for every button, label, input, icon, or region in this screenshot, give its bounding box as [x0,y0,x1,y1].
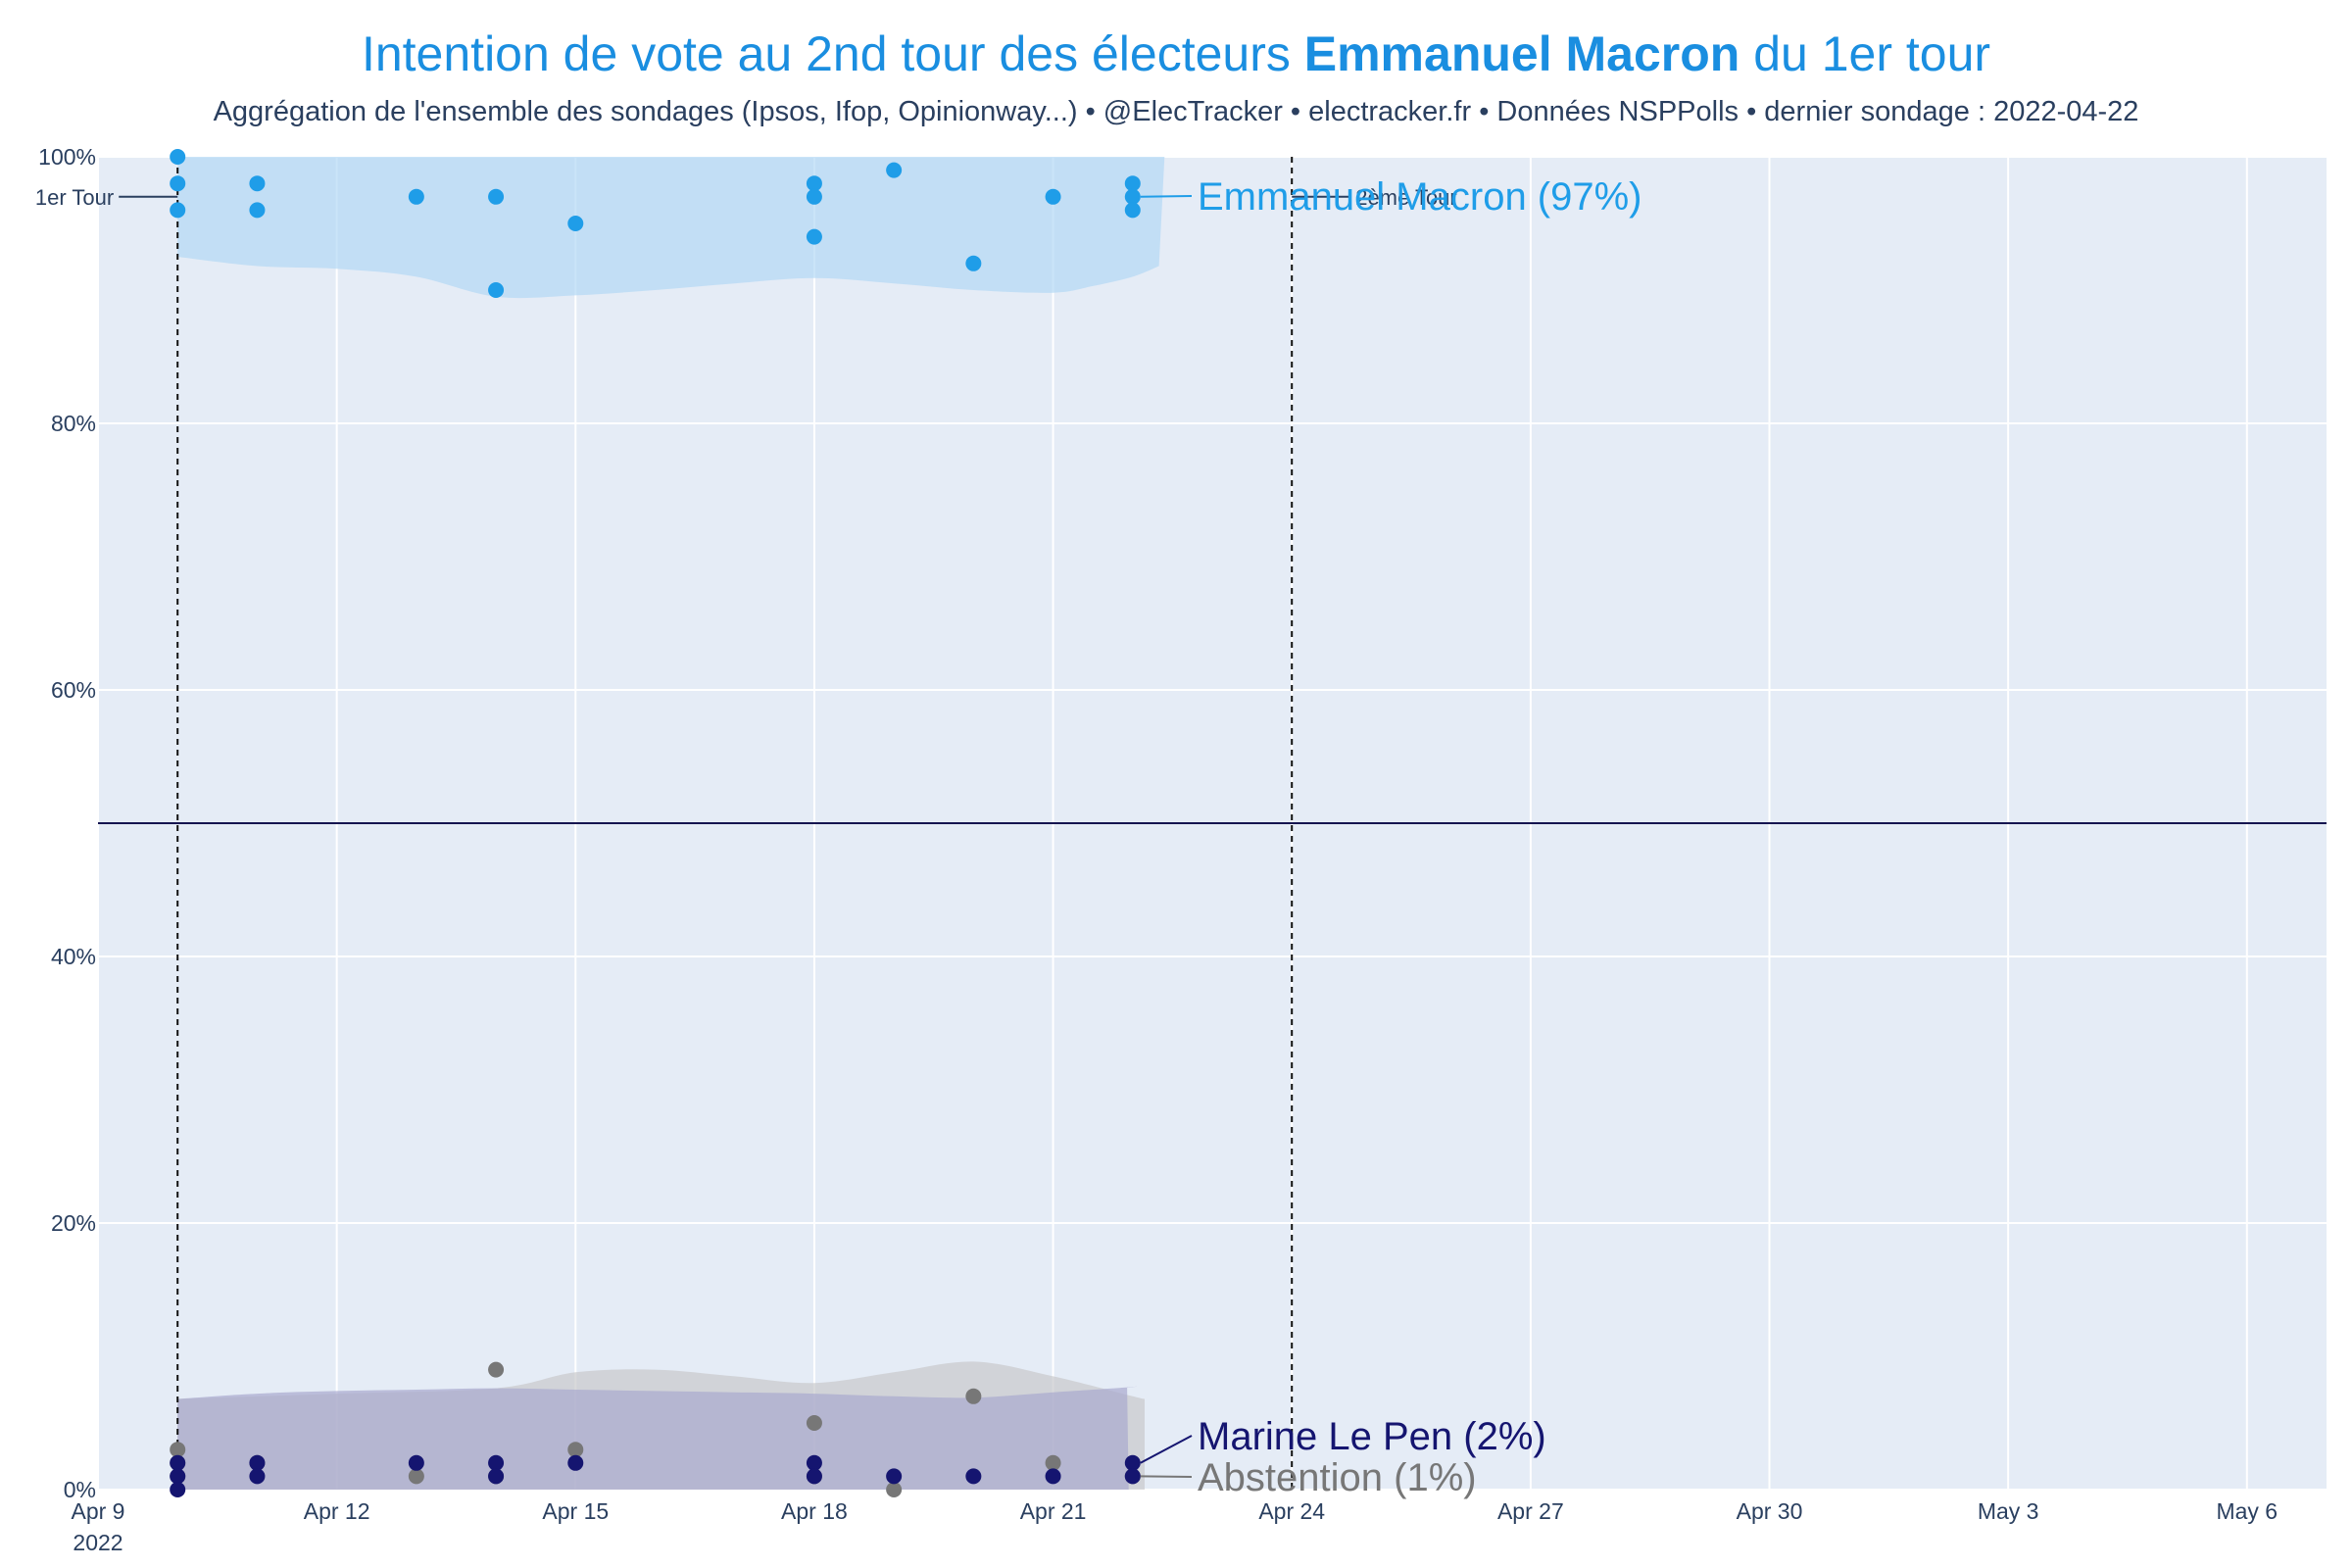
data-point [488,188,505,205]
data-point [1124,188,1141,205]
data-point [806,1415,822,1431]
data-point [488,1454,505,1471]
series-end-label: Abstention (1%) [1198,1456,1477,1499]
y-tick-label: 40% [51,944,96,969]
x-tick-label: Apr 18 [781,1498,848,1524]
x-tick-label: Apr 30 [1737,1498,1803,1524]
x-tick-label: May 6 [2216,1498,2278,1524]
x-tick-year-label: 2022 [73,1530,122,1555]
data-point [567,1442,584,1458]
data-point [1124,1468,1141,1485]
data-point [806,228,822,245]
data-point [886,1468,903,1485]
title-prefix: Intention de vote au 2nd tour des électe… [362,26,1304,81]
axes: 0% 20% 40% 60% 80% 100% Apr 9 2022 Apr 12 Apr 15 A… [38,144,2278,1555]
data-point [170,1442,186,1458]
data-point [1124,1454,1141,1471]
data-point [408,1454,424,1471]
data-point [1124,202,1141,219]
chart-subtitle: Aggrégation de l'ensemble des sondages (… [214,96,2139,127]
series-label-leader [1140,1435,1193,1464]
title-candidate-name: Emmanuel Macron [1304,26,1740,81]
data-point [806,1468,822,1485]
confidence-band-marine-le-pen [177,1386,1138,1490]
x-tick-label: Apr 21 [1020,1498,1087,1524]
series-label-leader [1140,195,1193,198]
data-point [965,255,982,271]
y-tick-label: 20% [51,1210,96,1236]
data-point [170,1482,186,1497]
chart-title: Intention de vote au 2nd tour des électe… [362,26,1990,81]
data-point [170,175,186,192]
confidence-band-emmanuel-macron [177,157,1165,299]
series-label-leader [1140,1475,1193,1478]
data-point [965,1388,982,1404]
round-marker-label: 2ème Tour [1355,185,1457,210]
data-point [1045,188,1061,205]
data-point [1045,1454,1061,1471]
series-labels: Emmanuel Macron (97%) Abstention (1%)Mari… [1140,175,1642,1499]
data-point [488,282,505,298]
data-point [1124,175,1141,192]
data-point [249,1454,266,1471]
poll-points [170,149,1141,1497]
x-tick-label: Apr 9 [72,1498,125,1524]
x-tick-label: Apr 12 [304,1498,370,1524]
data-point [408,188,424,205]
reference-lines: 1er Tour 2ème Tour [35,157,2327,1490]
y-tick-label: 0% [64,1477,96,1502]
title-suffix: du 1er tour [1740,26,1990,81]
series-end-label: Emmanuel Macron (97%) [1198,175,1642,219]
data-point [965,1468,982,1485]
data-point [408,1468,424,1485]
data-point [806,175,822,192]
data-point [249,202,266,219]
data-point [806,1454,822,1471]
data-point [567,216,584,231]
series-end-label: Marine Le Pen (2%) [1198,1415,1546,1458]
data-point [1045,1468,1061,1485]
data-point [249,1468,266,1485]
data-point [170,1468,186,1485]
data-point [806,188,822,205]
data-point [567,1454,584,1471]
y-tick-label: 80% [51,411,96,436]
x-tick-label: Apr 27 [1497,1498,1564,1524]
x-tick-label: Apr 24 [1258,1498,1325,1524]
data-point [886,1482,903,1497]
data-point [488,1361,505,1378]
data-point [170,202,186,219]
x-tick-label: Apr 15 [542,1498,609,1524]
data-point [488,1468,505,1485]
y-tick-label: 100% [38,144,96,170]
data-point [249,175,266,192]
data-point [170,149,186,165]
x-tick-label: May 3 [1978,1498,2039,1524]
data-point [886,162,903,178]
round-marker-label: 1er Tour [35,185,114,210]
y-tick-label: 60% [51,677,96,703]
data-point [170,1454,186,1471]
